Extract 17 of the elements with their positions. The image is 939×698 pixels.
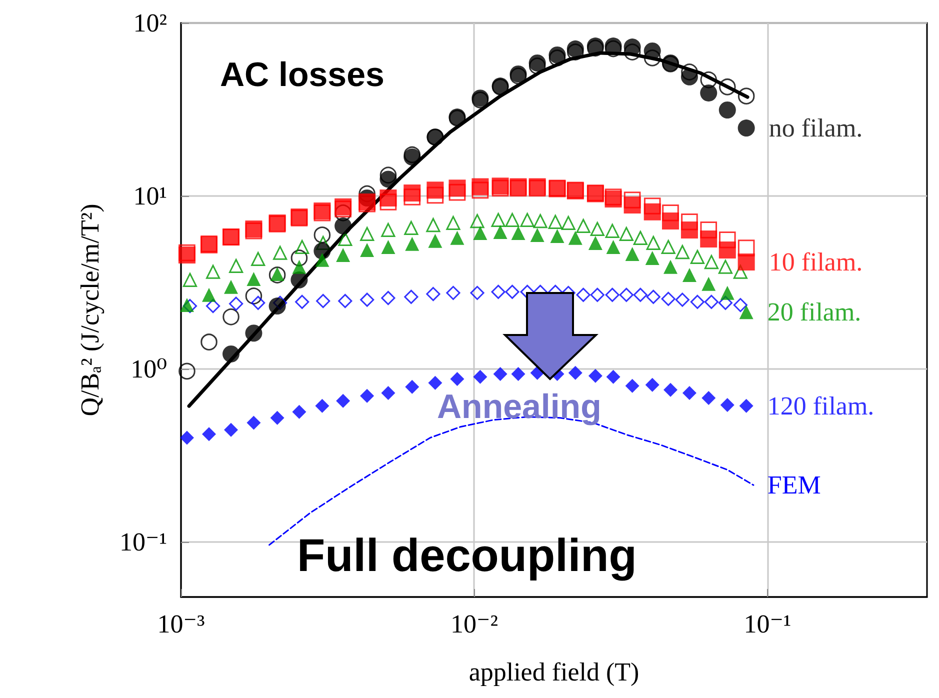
series-label: 120 filam.: [767, 391, 874, 420]
series-label: no filam.: [768, 114, 863, 143]
y-tick-label: 10⁰: [130, 354, 167, 384]
annotation: Full decoupling: [297, 529, 637, 581]
series-label: 10 filam.: [768, 248, 863, 277]
x-tick-label: 10⁻³: [157, 610, 205, 638]
annotation: AC losses: [220, 56, 384, 94]
x-tick-label: 10⁻¹: [744, 610, 792, 638]
y-axis-title: Q/Bₐ² (J/cycle/m/T²): [76, 204, 104, 416]
annotation: Annealing: [437, 388, 602, 426]
series-label: FEM: [767, 470, 821, 500]
series-label: 20 filam.: [767, 298, 862, 327]
x-tick-label: 10⁻²: [450, 610, 498, 638]
y-tick-label: 10²: [133, 8, 168, 38]
y-tick-label: 10¹: [133, 181, 167, 210]
y-tick-label: 10⁻¹: [119, 527, 167, 556]
x-axis-title: applied field (T): [468, 658, 640, 686]
